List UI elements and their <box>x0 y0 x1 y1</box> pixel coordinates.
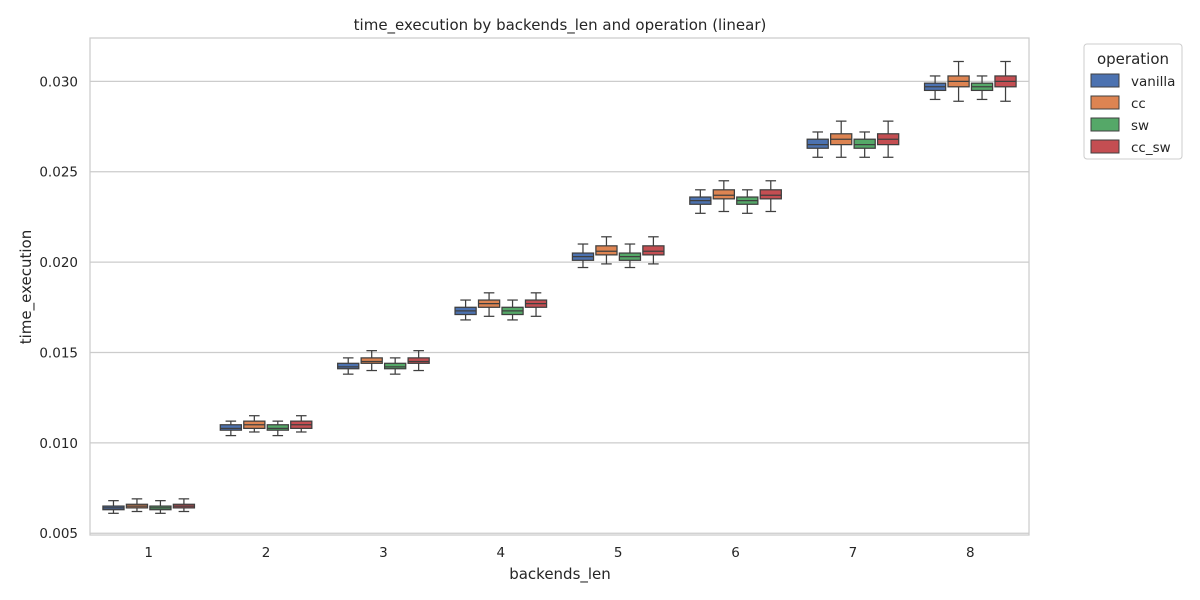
legend-swatch <box>1090 117 1120 132</box>
box-sw-2 <box>266 420 289 437</box>
legend-item-sw: sw <box>1090 117 1149 134</box>
box-cc_sw-6 <box>759 180 782 213</box>
box-iqr <box>806 138 829 149</box>
legend-item-vanilla: vanilla <box>1090 73 1175 90</box>
plot-frame <box>89 37 1030 536</box>
legend-swatch <box>1090 139 1120 154</box>
y-tick-label: 0.030 <box>39 74 78 90</box>
box-iqr <box>642 245 665 256</box>
box-cc-2 <box>243 415 266 433</box>
legend-items: vanilla cc sw cc_sw <box>1090 73 1175 156</box>
y-tick-labels: 0.005 0.010 0.015 0.020 0.025 0.030 <box>39 74 78 542</box>
legend-label: cc_sw <box>1131 140 1171 156</box>
box-vanilla-8 <box>923 75 947 101</box>
chart-title: time_execution by backends_len and opera… <box>354 16 767 35</box>
box-vanilla-5 <box>571 243 595 269</box>
box-cc_sw-3 <box>407 350 430 372</box>
box-vanilla-3 <box>337 357 360 375</box>
y-gridlines <box>90 80 1029 534</box>
legend-swatch <box>1090 73 1120 88</box>
box-cc-8 <box>947 60 970 102</box>
box-vanilla-1 <box>102 500 125 514</box>
legend-swatch <box>1090 95 1120 110</box>
box-iqr <box>219 424 243 431</box>
legend-label: cc <box>1131 96 1146 112</box>
y-axis-label: time_execution <box>17 230 36 345</box>
x-tick-label: 1 <box>144 545 153 561</box>
box-cc_sw-1 <box>172 498 196 513</box>
y-tick-label: 0.020 <box>39 255 78 271</box>
legend-item-cc: cc <box>1090 95 1146 112</box>
box-sw-1 <box>149 500 172 514</box>
box-cc-3 <box>360 350 383 372</box>
box-sw-6 <box>736 189 759 214</box>
x-axis-label: backends_len <box>509 565 611 584</box>
box-cc_sw-8 <box>994 60 1017 102</box>
x-tick-label: 8 <box>966 545 975 561</box>
box-cc_sw-4 <box>524 292 548 317</box>
box-cc-4 <box>477 292 501 317</box>
box-iqr <box>383 362 407 370</box>
box-iqr <box>712 189 736 200</box>
box-sw-3 <box>383 357 407 375</box>
y-tick-label: 0.015 <box>39 345 78 361</box>
legend-item-cc_sw: cc_sw <box>1090 139 1171 156</box>
box-cc_sw-5 <box>642 236 665 265</box>
legend: operation vanilla cc sw cc_sw <box>1083 43 1183 160</box>
legend-label: vanilla <box>1131 74 1175 90</box>
box-iqr <box>759 189 782 200</box>
plot-background <box>90 38 1029 535</box>
box-vanilla-2 <box>219 420 243 437</box>
box-vanilla-7 <box>806 131 829 158</box>
box-vanilla-4 <box>454 299 477 321</box>
x-tick-labels: 1 2 3 4 5 6 7 8 <box>144 545 974 561</box>
y-tick-label: 0.005 <box>39 526 78 542</box>
y-tick-label: 0.025 <box>39 165 78 181</box>
box-sw-5 <box>618 243 642 269</box>
box-cc_sw-7 <box>876 120 900 158</box>
box-iqr <box>266 424 289 431</box>
x-tick-label: 2 <box>262 545 271 561</box>
box-iqr <box>337 362 360 370</box>
x-tick-label: 4 <box>497 545 506 561</box>
x-tick-label: 7 <box>849 545 858 561</box>
box-cc-6 <box>712 180 736 213</box>
box-iqr <box>360 357 383 364</box>
y-tick-label: 0.010 <box>39 436 78 452</box>
box-iqr <box>853 138 876 149</box>
legend-title: operation <box>1097 50 1169 68</box>
box-sw-7 <box>853 131 876 158</box>
box-cc-1 <box>125 498 149 513</box>
box-cc-5 <box>595 236 618 265</box>
box-iqr <box>407 357 430 364</box>
legend-label: sw <box>1131 118 1149 134</box>
box-iqr <box>595 245 618 256</box>
box-vanilla-6 <box>689 189 712 214</box>
x-tick-label: 5 <box>614 545 623 561</box>
box-groups <box>102 60 1017 514</box>
box-cc_sw-2 <box>290 415 313 433</box>
x-tick-label: 6 <box>731 545 740 561</box>
box-sw-4 <box>501 299 524 321</box>
x-tick-label: 3 <box>379 545 388 561</box>
box-cc-7 <box>830 120 853 158</box>
box-sw-8 <box>970 75 994 101</box>
